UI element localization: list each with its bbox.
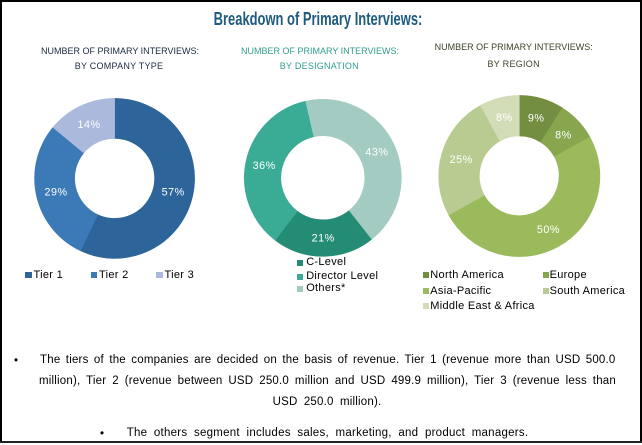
svg-text:21%: 21%	[312, 233, 335, 245]
svg-text:43%: 43%	[365, 147, 388, 159]
svg-text:57%: 57%	[162, 186, 185, 198]
svg-text:29%: 29%	[44, 186, 67, 198]
svg-text:8%: 8%	[496, 112, 513, 124]
svg-text:50%: 50%	[537, 224, 560, 236]
svg-text:9%: 9%	[528, 113, 545, 125]
svg-text:36%: 36%	[253, 160, 276, 172]
svg-text:25%: 25%	[450, 154, 473, 166]
svg-text:8%: 8%	[555, 129, 572, 141]
svg-text:14%: 14%	[78, 119, 101, 131]
